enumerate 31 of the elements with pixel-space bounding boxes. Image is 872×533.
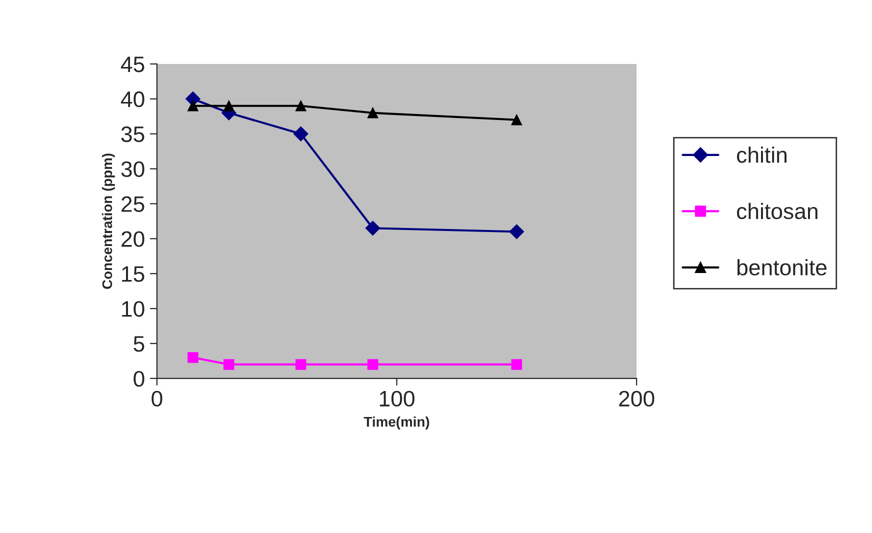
- point: [367, 359, 378, 370]
- y-axis-title: Concentration (ppm): [102, 154, 115, 289]
- x-tick-label: 100: [380, 390, 414, 407]
- point: [511, 114, 522, 126]
- point: [293, 126, 308, 142]
- legend-label: chitosan: [737, 202, 818, 220]
- x-axis-title: Time(min): [364, 416, 430, 430]
- point: [224, 100, 234, 112]
- legend-label: bentonite: [737, 259, 827, 276]
- legend-label: chitin: [737, 146, 786, 163]
- y-tick-label: 10: [122, 301, 144, 317]
- point: [188, 100, 198, 112]
- point: [511, 359, 522, 370]
- y-tick-label: 15: [122, 266, 144, 282]
- x-tick-label: 200: [619, 390, 654, 407]
- y-tick-label: 30: [121, 161, 144, 178]
- point: [295, 359, 306, 370]
- y-tick-label: 45: [120, 56, 144, 72]
- y-tick-label: 40: [120, 91, 144, 108]
- point: [224, 359, 234, 370]
- point: [365, 220, 380, 236]
- point: [295, 100, 306, 112]
- y-tick-label: 25: [122, 196, 144, 212]
- point: [509, 224, 524, 240]
- point: [367, 107, 378, 118]
- y-tick-label: 5: [134, 336, 144, 352]
- point: [188, 352, 198, 363]
- x-tick-label: 0: [152, 390, 162, 407]
- y-tick-label: 35: [121, 126, 144, 142]
- y-tick-label: 20: [122, 231, 144, 247]
- y-tick-label: 0: [134, 370, 144, 387]
